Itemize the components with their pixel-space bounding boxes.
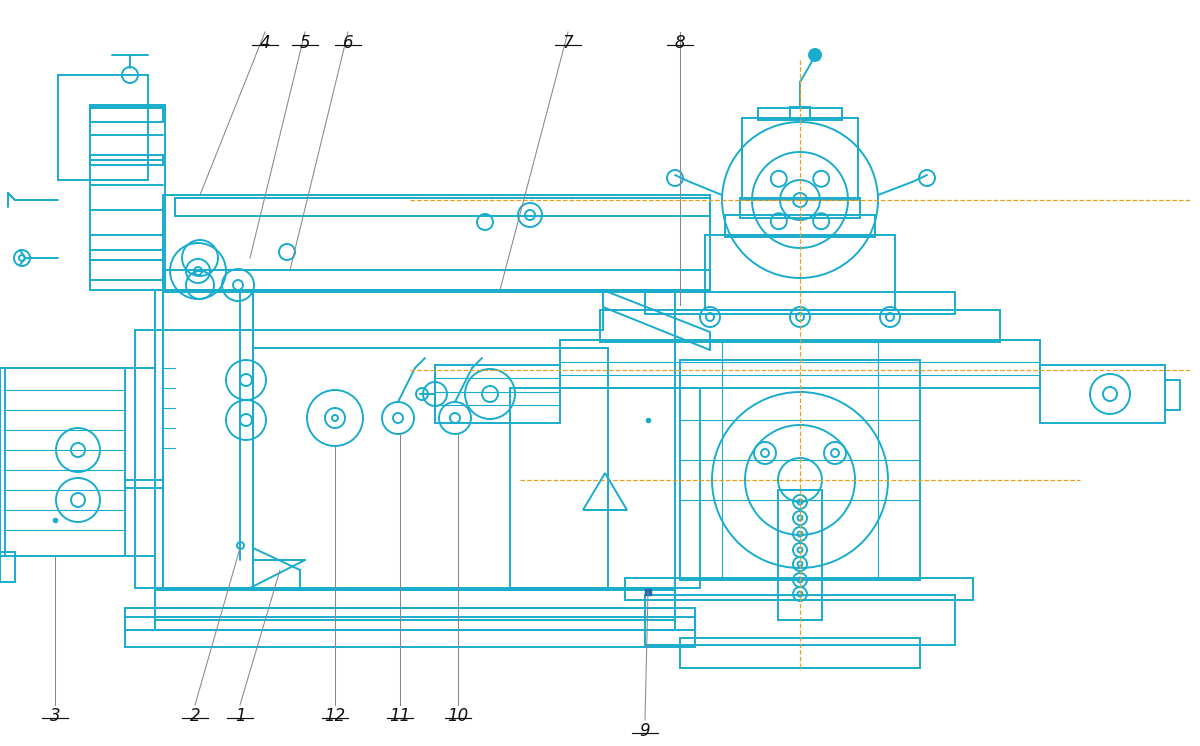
Bar bbox=[163, 195, 710, 290]
Text: 3: 3 bbox=[49, 707, 60, 725]
Bar bbox=[742, 118, 858, 200]
Bar bbox=[253, 348, 608, 590]
Bar bbox=[90, 155, 163, 165]
Bar bbox=[134, 330, 163, 588]
Bar bbox=[1040, 365, 1165, 423]
Bar bbox=[725, 215, 875, 237]
Bar bbox=[0, 552, 14, 582]
Text: 10: 10 bbox=[448, 707, 469, 725]
Bar bbox=[646, 595, 955, 645]
Bar bbox=[163, 270, 710, 292]
Bar bbox=[706, 235, 895, 310]
Bar bbox=[90, 250, 163, 260]
Text: 1: 1 bbox=[235, 707, 245, 725]
Bar bbox=[163, 290, 253, 588]
Bar bbox=[163, 290, 604, 330]
Text: 2: 2 bbox=[190, 707, 200, 725]
Bar bbox=[90, 107, 163, 122]
Bar bbox=[436, 365, 560, 423]
Bar bbox=[680, 360, 920, 580]
Bar bbox=[58, 75, 148, 180]
Text: 12: 12 bbox=[324, 707, 346, 725]
Text: 5: 5 bbox=[300, 34, 311, 52]
Bar bbox=[625, 578, 973, 600]
Bar bbox=[510, 388, 700, 588]
Bar bbox=[790, 107, 810, 119]
Bar bbox=[155, 588, 674, 630]
Bar bbox=[125, 608, 695, 630]
Bar bbox=[646, 292, 955, 314]
Bar bbox=[125, 617, 695, 647]
Bar bbox=[758, 108, 842, 120]
Bar bbox=[778, 490, 822, 620]
Bar bbox=[5, 368, 125, 556]
Text: 7: 7 bbox=[563, 34, 574, 52]
Text: 6: 6 bbox=[343, 34, 353, 52]
Bar bbox=[560, 340, 1040, 388]
Text: 8: 8 bbox=[674, 34, 685, 52]
Bar bbox=[175, 198, 710, 216]
Bar bbox=[155, 290, 674, 620]
Bar bbox=[680, 638, 920, 668]
Text: 11: 11 bbox=[389, 707, 410, 725]
Circle shape bbox=[809, 49, 821, 61]
Bar bbox=[155, 590, 674, 608]
Bar bbox=[90, 105, 166, 290]
Text: 9: 9 bbox=[640, 722, 650, 740]
Text: 4: 4 bbox=[259, 34, 270, 52]
Bar bbox=[740, 198, 860, 218]
Bar bbox=[600, 310, 1000, 342]
